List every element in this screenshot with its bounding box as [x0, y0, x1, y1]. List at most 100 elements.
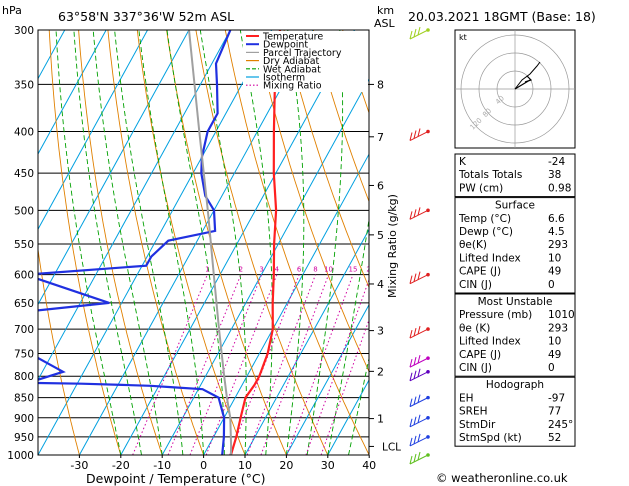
dry-adiabat — [48, 30, 122, 455]
surface-box — [454, 197, 576, 294]
barb-dot — [426, 129, 430, 134]
pressure-label: 1000 — [7, 450, 34, 462]
barb-dot — [426, 28, 430, 32]
wind-barb — [409, 26, 430, 40]
hodograph-indices-box — [454, 376, 576, 447]
mixing-ratio-label: 4 — [275, 266, 280, 274]
legend-item: Mixing Ratio — [263, 81, 322, 92]
isotherm-line — [38, 30, 148, 231]
dry-adiabat — [224, 30, 369, 455]
barb-staff — [409, 371, 429, 382]
barb-flag — [413, 396, 417, 405]
mixing-ratio-label: 20 — [366, 266, 375, 274]
hpa-label: hPa — [2, 4, 22, 17]
km-label: 4 — [377, 278, 384, 291]
barb-flag — [409, 398, 413, 407]
x-tick-label: 40 — [362, 459, 376, 472]
km-label: km — [377, 4, 394, 17]
mixing-ratio-label: 3 — [259, 266, 263, 274]
wet-adiabat — [114, 30, 184, 455]
barb-flag — [417, 368, 421, 377]
legend-box — [243, 31, 368, 92]
barb-flag — [413, 273, 417, 282]
most-unstable-row-label: CAPE (J) — [459, 349, 501, 361]
surface-row-value: 6.6 — [548, 213, 565, 225]
surface-row-value: 49 — [548, 266, 561, 278]
mixing-ratio-line — [189, 274, 263, 455]
pressure-label: 900 — [14, 413, 34, 425]
barb-flag — [417, 271, 421, 280]
surface-row-label: CIN (J) — [459, 279, 492, 291]
hodograph-indices-row-value: 245° — [548, 419, 573, 431]
legend-item: Temperature — [262, 32, 323, 43]
mixing-ratio-label: 10 — [324, 266, 333, 274]
dry-adiabat — [312, 30, 369, 203]
barb-staff — [409, 29, 429, 40]
wind-barb — [409, 128, 430, 141]
pressure-label: 400 — [14, 127, 34, 139]
barb-flag — [417, 394, 421, 403]
barb-dot — [426, 369, 430, 374]
barb-flag — [417, 325, 421, 335]
barb-staff — [409, 454, 429, 465]
most-unstable-row-value: 293 — [548, 322, 568, 334]
barb-flag — [409, 132, 413, 141]
barb-flag — [409, 418, 413, 427]
mixing-ratio-line — [260, 274, 330, 455]
barb-flag — [409, 275, 413, 284]
temperature-curve — [229, 30, 282, 455]
mixing-ratio-line — [205, 274, 278, 455]
wind-barb — [409, 368, 430, 382]
indices-basic-row-label: Totals Totals — [458, 169, 522, 181]
barb-flag — [409, 372, 413, 381]
barb-dot — [426, 272, 430, 277]
barb-dot — [426, 435, 430, 439]
most-unstable-row-value: 0 — [548, 362, 555, 374]
diagram-grid: 1 2 3 4 6 8 10 15 20 25 — [38, 30, 629, 455]
barb-flag — [409, 359, 413, 368]
km-label: 2 — [377, 365, 384, 378]
barb-flag — [413, 357, 417, 366]
wet-adiabat — [368, 453, 369, 455]
barb-staff — [409, 417, 429, 428]
wind-barb — [409, 325, 430, 339]
surface-row-label: Temp (°C) — [458, 213, 511, 225]
pressure-label: 750 — [14, 348, 34, 360]
wet-adiabat — [327, 216, 369, 455]
surface-title: Surface — [495, 200, 535, 212]
sounding-curves — [38, 30, 282, 455]
surface-row-value: 0 — [548, 279, 555, 291]
barb-dot — [426, 356, 430, 360]
hodograph-indices-row-label: StmDir — [459, 419, 496, 431]
surface-row-value: 293 — [548, 239, 568, 251]
km-label: 1 — [377, 413, 384, 426]
isotherm-line — [120, 30, 355, 455]
hodograph-indices-row-label: StmSpd (kt) — [459, 432, 522, 444]
location-title: 63°58'N 337°36'W 52m ASL — [58, 9, 234, 24]
mixing-ratio-line — [246, 274, 316, 455]
most-unstable-row-label: CIN (J) — [459, 362, 492, 374]
copyright: © weatheronline.co.uk — [436, 471, 568, 485]
barb-flag — [413, 28, 417, 38]
barb-dot — [426, 416, 430, 420]
wet-adiabat — [55, 30, 122, 455]
barb-staff — [409, 131, 429, 141]
indices-basic-box — [454, 153, 576, 198]
mixing-ratio-label: 15 — [349, 266, 358, 274]
km-label: 7 — [377, 131, 384, 144]
barb-flag — [413, 327, 417, 337]
hodograph-indices-title: Hodograph — [486, 379, 544, 391]
dry-adiabat — [38, 245, 80, 455]
hodograph-indices-row-value: 52 — [548, 432, 561, 444]
mixing-ratio-label: 2 — [239, 266, 243, 274]
isotherm-line — [244, 228, 369, 455]
wet-adiabat — [92, 30, 163, 455]
barb-flag — [413, 130, 417, 139]
dry-adiabat — [607, 30, 629, 455]
km-label: 6 — [377, 179, 384, 192]
mixing-ratio-line — [167, 274, 242, 455]
km-label: 5 — [377, 229, 384, 242]
